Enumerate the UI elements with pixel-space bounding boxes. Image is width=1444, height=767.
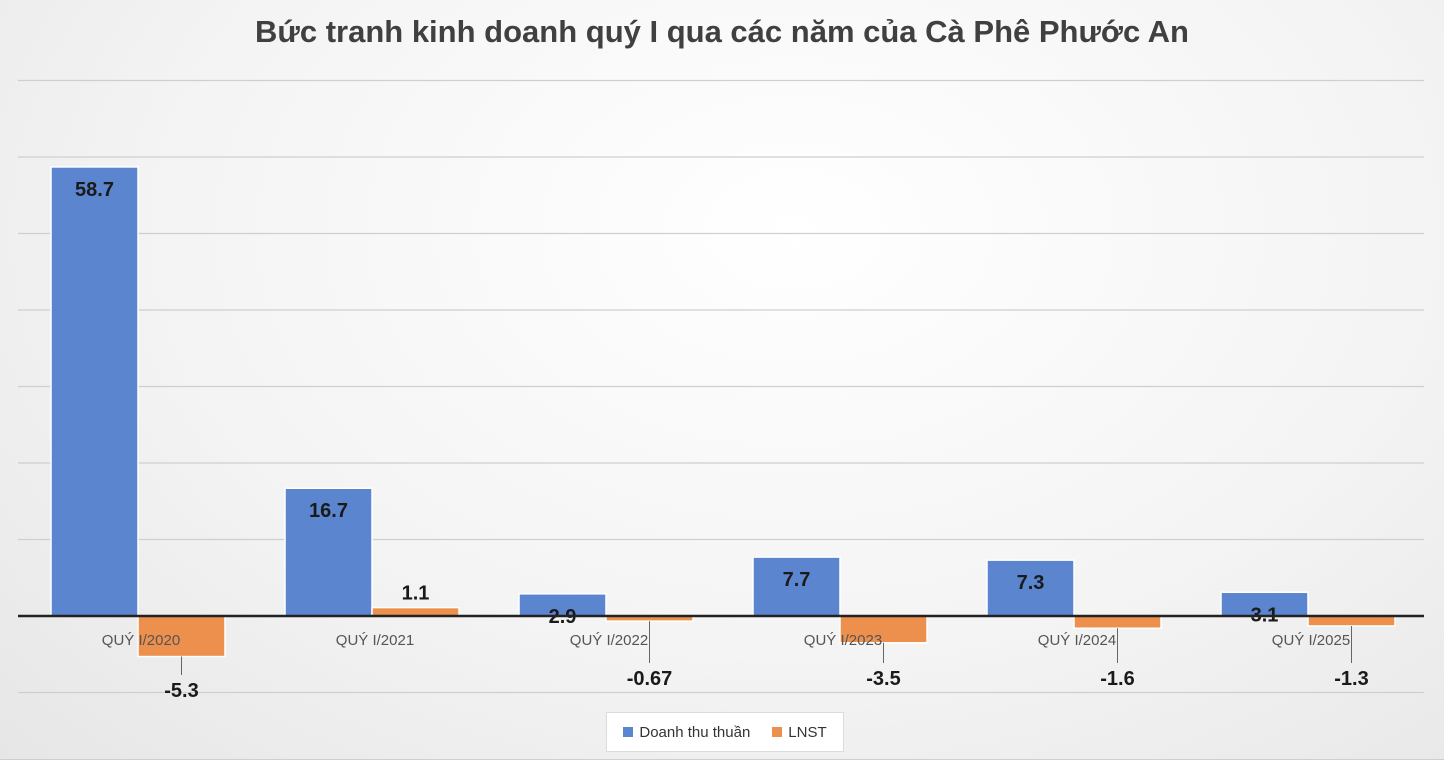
x-tick-label: QUÝ I/2020 [102, 632, 180, 649]
bar-revenue [284, 487, 373, 617]
data-label-revenue: 16.7 [309, 500, 348, 522]
data-label-revenue: 7.7 [783, 569, 811, 591]
chart-title: Bức tranh kinh doanh quý I qua các năm c… [255, 14, 1189, 49]
data-label-profit: -1.3 [1334, 668, 1368, 690]
legend: Doanh thu thuần LNST [606, 712, 844, 752]
x-tick-label: QUÝ I/2021 [336, 632, 414, 649]
x-tick-label: QUÝ I/2023 [804, 632, 882, 649]
legend-swatch-profit [772, 727, 783, 737]
data-label-profit: -5.3 [164, 680, 198, 702]
bar-revenue [752, 556, 841, 617]
data-label-profit: 1.1 [402, 583, 430, 605]
bar-profit [371, 606, 460, 617]
data-label-profit: -3.5 [866, 668, 900, 690]
data-label-revenue: 58.7 [75, 179, 114, 201]
legend-swatch-revenue [623, 727, 634, 737]
x-tick-label: QUÝ I/2022 [570, 632, 648, 649]
legend-label-revenue: Doanh thu thuần [639, 723, 751, 741]
bar-profit [137, 615, 226, 658]
data-label-profit: -0.67 [627, 668, 673, 690]
data-label-profit: -1.6 [1100, 668, 1134, 690]
bar-revenue [986, 559, 1075, 617]
x-tick-label: QUÝ I/2024 [1038, 632, 1116, 649]
bar-revenue [50, 166, 139, 617]
x-tick-label: QUÝ I/2025 [1272, 632, 1350, 649]
legend-item-revenue: Doanh thu thuần [623, 724, 750, 741]
bottom-rule [0, 759, 1444, 767]
legend-item-profit: LNST [772, 723, 827, 741]
legend-label-profit: LNST [788, 723, 827, 741]
bar-profit [1307, 615, 1396, 627]
data-label-revenue: 7.3 [1017, 572, 1045, 594]
bar-profit [1073, 615, 1162, 629]
